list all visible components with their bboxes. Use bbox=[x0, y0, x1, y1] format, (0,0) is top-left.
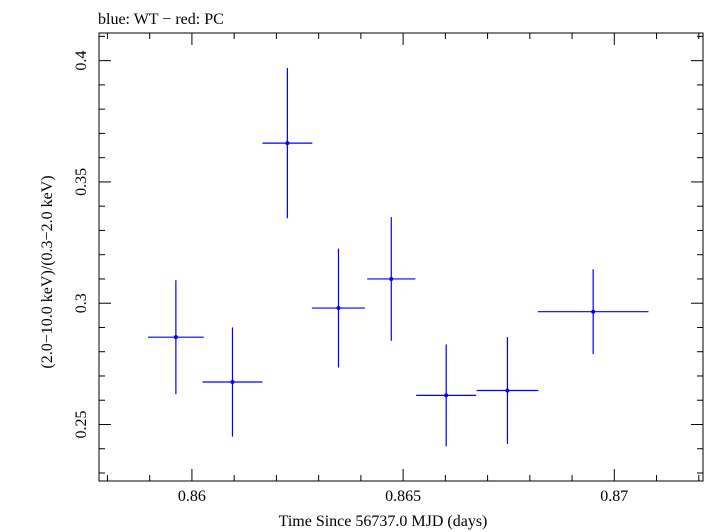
y-tick-labels: 0.25 0.3 0.35 0.4 bbox=[73, 51, 90, 439]
point-marker bbox=[505, 388, 510, 393]
data-point bbox=[476, 337, 539, 444]
data-points bbox=[147, 67, 649, 447]
y-tick-label: 0.3 bbox=[73, 293, 90, 313]
data-point bbox=[367, 217, 416, 341]
x-tick-labels: 0.86 0.865 0.87 bbox=[178, 488, 628, 505]
data-point bbox=[147, 280, 204, 395]
point-marker bbox=[389, 276, 394, 281]
chart-title: blue: WT − red: PC bbox=[98, 11, 224, 28]
y-tick-label: 0.35 bbox=[73, 168, 90, 196]
x-axis-label: Time Since 56737.0 MJD (days) bbox=[279, 513, 488, 530]
data-point bbox=[262, 67, 313, 219]
x-tick-label: 0.865 bbox=[385, 488, 421, 505]
point-marker bbox=[285, 141, 290, 146]
y-tick-label: 0.25 bbox=[73, 410, 90, 438]
point-marker bbox=[336, 306, 341, 311]
data-point bbox=[537, 269, 649, 355]
point-marker bbox=[230, 380, 235, 385]
x-tick-label: 0.86 bbox=[178, 488, 206, 505]
axis-ticks bbox=[99, 33, 703, 481]
point-marker bbox=[591, 309, 596, 314]
data-point bbox=[311, 248, 366, 368]
point-marker bbox=[173, 335, 178, 340]
plot-frame bbox=[98, 32, 704, 482]
data-point bbox=[416, 344, 477, 447]
data-point bbox=[202, 327, 263, 437]
x-tick-label: 0.87 bbox=[600, 488, 628, 505]
point-marker bbox=[444, 393, 449, 398]
y-axis-label: (2.0−10.0 keV)/(0.3−2.0 keV) bbox=[39, 175, 56, 368]
y-tick-label: 0.4 bbox=[73, 51, 90, 71]
